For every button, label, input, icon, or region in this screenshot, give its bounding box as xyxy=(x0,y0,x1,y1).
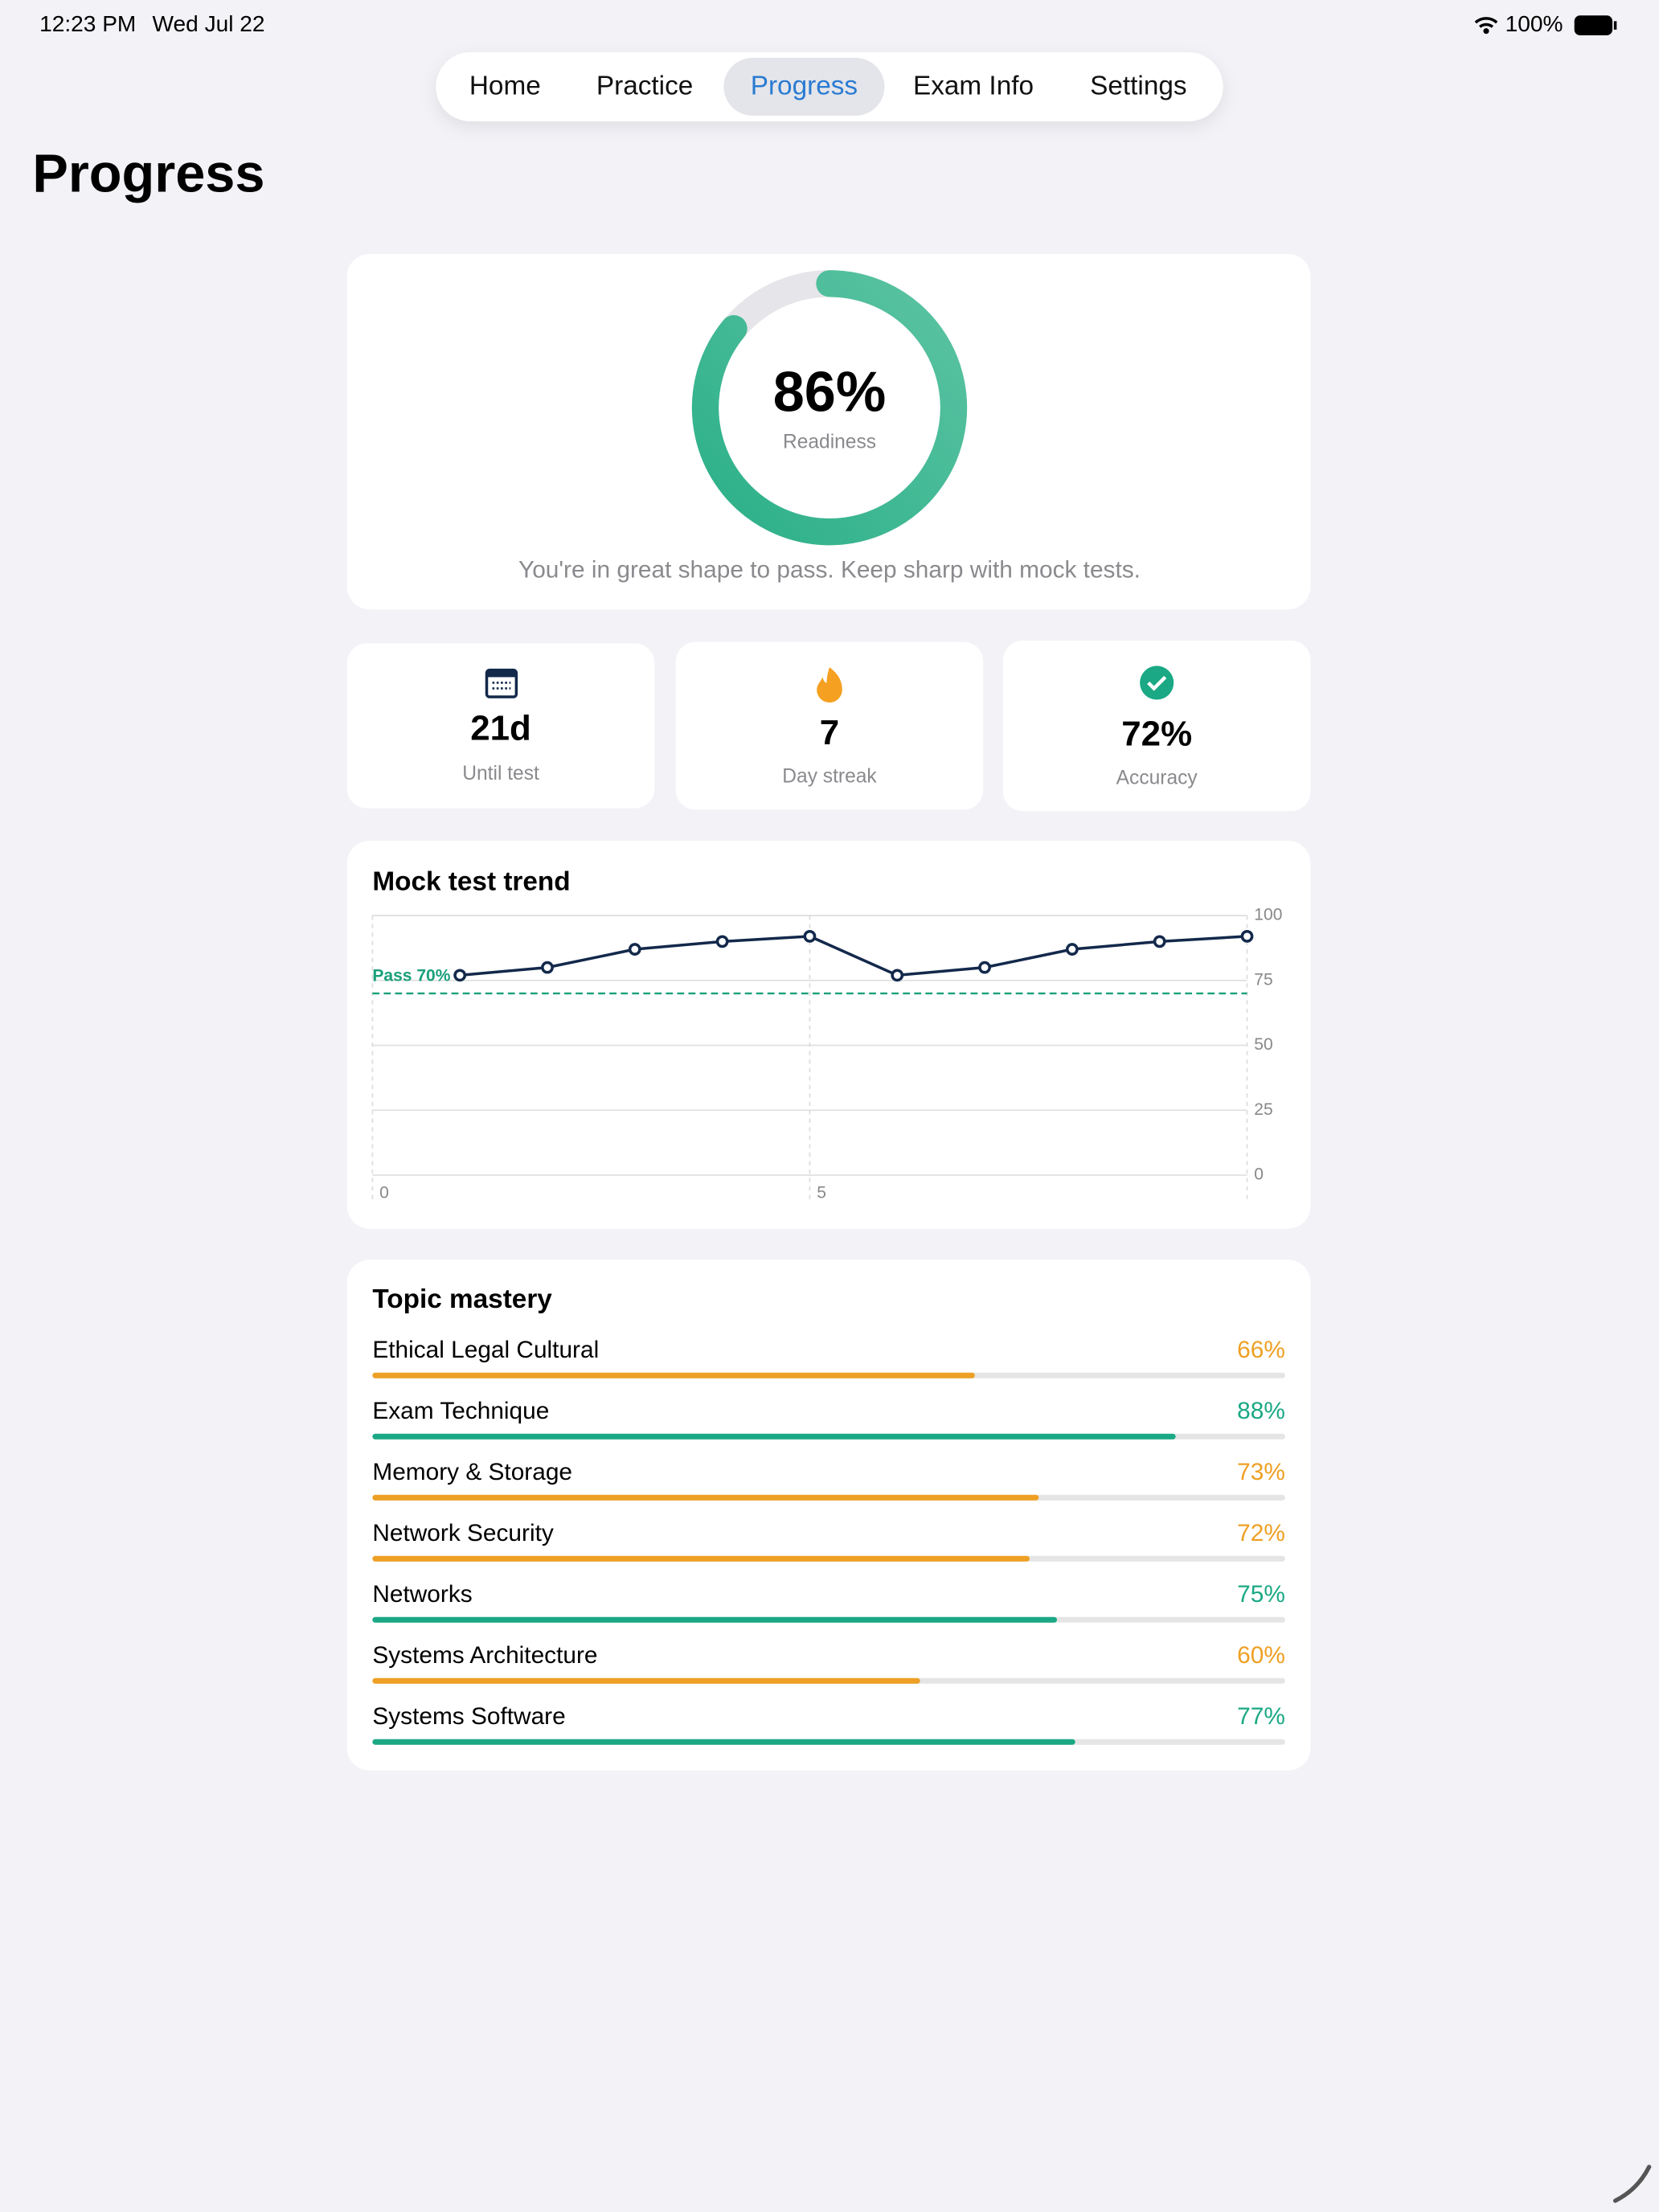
topics-card xyxy=(346,1260,1311,1771)
y-tick-label: 25 xyxy=(1254,1100,1272,1119)
topic-percent: 60% xyxy=(1237,1642,1285,1669)
stat-value: 7 xyxy=(820,713,839,752)
trend-point xyxy=(1153,935,1166,948)
stat-label: Until test xyxy=(462,763,539,784)
stat-value: 72% xyxy=(1121,715,1192,754)
tab[interactable]: Progress xyxy=(751,72,858,101)
tab[interactable]: Exam Info xyxy=(913,72,1034,101)
topic-name: Ethical Legal Cultural xyxy=(372,1337,599,1363)
stat-card xyxy=(675,641,984,810)
readiness-card xyxy=(346,253,1311,610)
wifi-dot xyxy=(1483,28,1489,35)
pencil-indicator xyxy=(1612,2165,1652,2203)
badge-icon xyxy=(1140,666,1174,700)
chart-title: Mock test trend xyxy=(372,867,570,897)
trend-point xyxy=(628,943,641,956)
y-tick-label: 0 xyxy=(1254,1165,1264,1184)
topic-bar xyxy=(372,1739,1075,1745)
topic-name: Exam Technique xyxy=(372,1398,549,1424)
topic-bar xyxy=(372,1555,1030,1562)
topic-percent: 72% xyxy=(1237,1520,1285,1546)
status-battery: 100% xyxy=(1505,11,1563,36)
page-title: Progress xyxy=(32,145,264,204)
trend-point xyxy=(541,961,554,974)
topic-percent: 66% xyxy=(1237,1337,1285,1363)
y-tick-label: 75 xyxy=(1254,970,1272,989)
topics-title: Topic mastery xyxy=(372,1284,552,1314)
stat-label: Day streak xyxy=(782,766,877,788)
stat-value: 21d xyxy=(470,709,531,748)
topic-percent: 73% xyxy=(1237,1459,1285,1485)
stat-card xyxy=(1002,640,1311,812)
topic-name: Memory & Storage xyxy=(372,1459,572,1485)
y-tick-label: 100 xyxy=(1254,906,1282,924)
topic-percent: 88% xyxy=(1237,1398,1285,1424)
trend-point xyxy=(1240,929,1254,943)
readiness-message: You're in great shape to pass. Keep shar… xyxy=(518,557,1141,584)
topic-bar xyxy=(372,1677,920,1684)
pass-label: Pass 70% xyxy=(372,966,450,985)
x-tick-label: 0 xyxy=(379,1183,389,1202)
topic-name: Network Security xyxy=(372,1520,554,1546)
y-tick-label: 50 xyxy=(1254,1035,1272,1054)
battery-tip xyxy=(1613,21,1617,30)
trend-point xyxy=(891,969,904,982)
tab-selected-bg xyxy=(723,57,885,116)
tab[interactable]: Practice xyxy=(596,72,693,101)
flame-icon xyxy=(817,667,842,703)
x-tick-label: 5 xyxy=(817,1183,826,1202)
topic-percent: 77% xyxy=(1237,1703,1285,1730)
trend-point xyxy=(803,929,817,943)
tab[interactable]: Settings xyxy=(1090,72,1186,101)
topic-percent: 75% xyxy=(1237,1581,1285,1608)
topic-name: Systems Architecture xyxy=(372,1642,597,1669)
battery-icon xyxy=(1574,15,1613,35)
trend-point xyxy=(978,961,991,974)
status-time: 12:23 PM xyxy=(39,11,136,36)
topic-bar xyxy=(372,1433,1176,1440)
readiness-score: 86% xyxy=(773,360,886,424)
topic-bar xyxy=(372,1494,1039,1501)
topic-name: Systems Software xyxy=(372,1703,565,1730)
trend-point xyxy=(1065,943,1079,956)
chart-card xyxy=(346,841,1311,1229)
wifi-icon xyxy=(1474,17,1498,28)
topic-bar xyxy=(372,1616,1058,1623)
tab[interactable]: Home xyxy=(469,72,541,101)
trend-line xyxy=(460,935,1247,977)
trend-point xyxy=(453,969,467,982)
calendar-icon xyxy=(485,668,518,698)
topic-bar xyxy=(372,1372,975,1378)
trend-point xyxy=(715,935,729,948)
readiness-ring xyxy=(691,270,968,546)
topic-name: Networks xyxy=(372,1581,472,1608)
stat-label: Accuracy xyxy=(1116,767,1198,789)
readiness-label: Readiness xyxy=(783,432,876,453)
status-date: Wed Jul 22 xyxy=(153,11,265,36)
stat-card xyxy=(346,643,655,809)
